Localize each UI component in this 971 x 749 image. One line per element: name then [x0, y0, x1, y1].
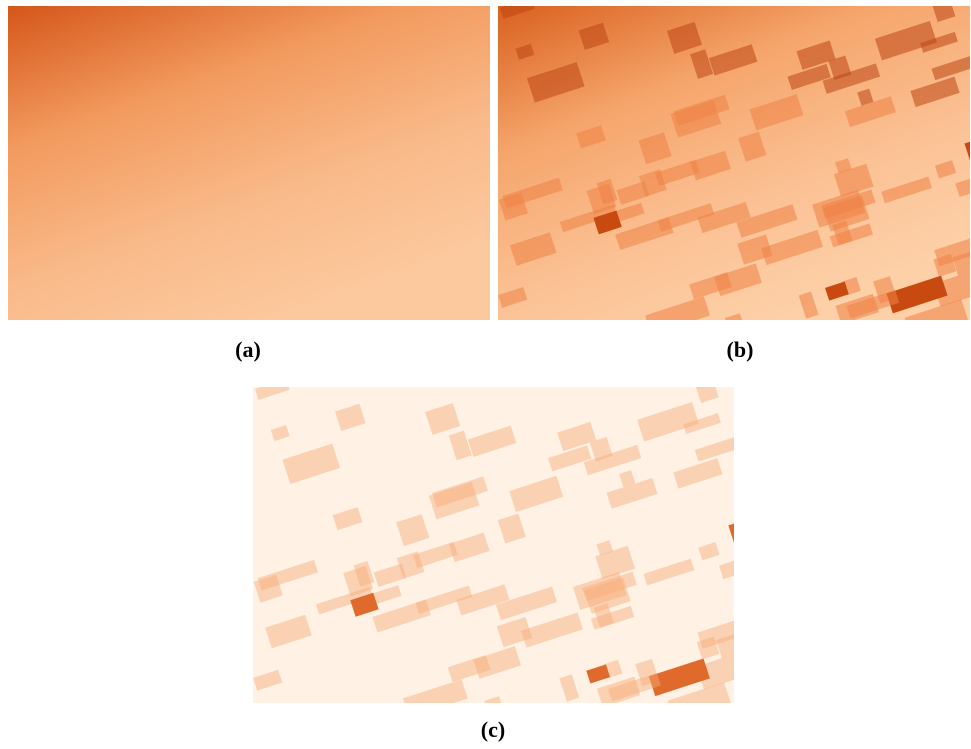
- figure: (a) (b) (c): [0, 0, 971, 749]
- building: [728, 514, 770, 549]
- caption: (b): [727, 337, 754, 362]
- caption: (a): [235, 337, 261, 362]
- page: (a) (b) (c) (() => { const data = JSON.p…: [0, 0, 971, 749]
- caption: (c): [481, 717, 505, 742]
- panel-a-image: [8, 6, 490, 320]
